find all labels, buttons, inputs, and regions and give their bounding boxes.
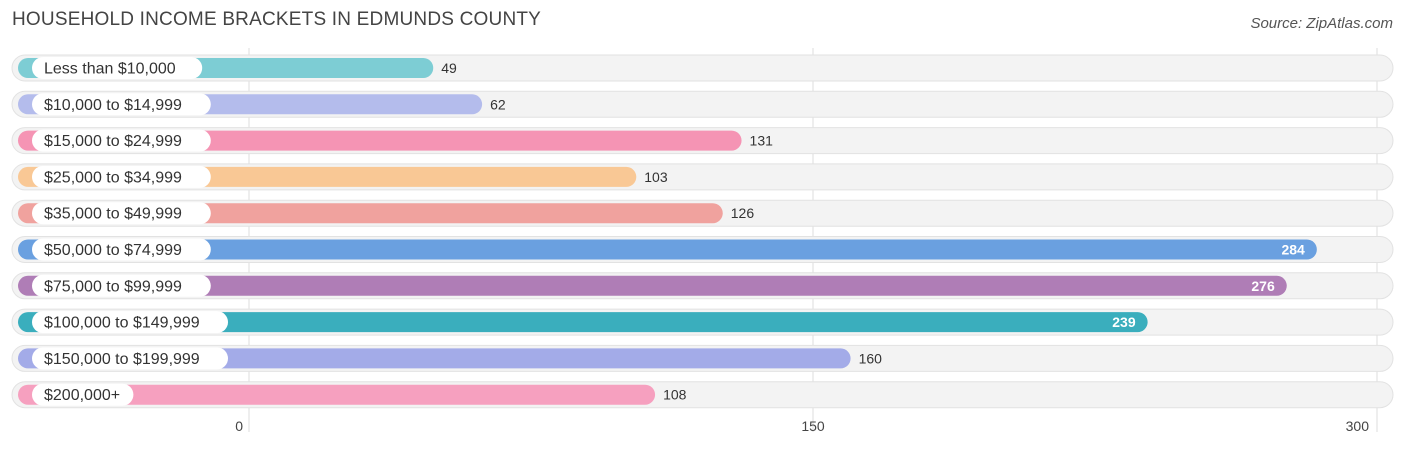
x-tick-label: 0 bbox=[235, 418, 243, 434]
value-label: 62 bbox=[490, 96, 506, 112]
category-label: $10,000 to $14,999 bbox=[44, 97, 182, 114]
x-tick-label: 150 bbox=[801, 418, 825, 434]
chart-source: Source: ZipAtlas.com bbox=[1250, 15, 1393, 32]
x-tick-label: 300 bbox=[1346, 418, 1370, 434]
value-label: 284 bbox=[1281, 242, 1305, 258]
category-label-pill bbox=[32, 93, 211, 116]
category-label-pill bbox=[32, 238, 211, 261]
bar bbox=[18, 239, 1317, 260]
category-label: Less than $10,000 bbox=[44, 61, 176, 78]
category-label: $200,000+ bbox=[44, 387, 120, 404]
value-label: 160 bbox=[859, 350, 883, 366]
category-label-pill bbox=[32, 202, 211, 225]
category-label: $50,000 to $74,999 bbox=[44, 242, 182, 259]
value-label: 276 bbox=[1251, 278, 1275, 294]
bar bbox=[18, 312, 1148, 333]
bar bbox=[18, 384, 656, 405]
value-label: 131 bbox=[750, 133, 774, 149]
value-label: 126 bbox=[731, 205, 755, 221]
category-label-pill bbox=[32, 383, 134, 406]
category-label-pill bbox=[32, 311, 228, 334]
x-axis-ticks: 0 150 300 bbox=[235, 418, 1369, 434]
category-label: $75,000 to $99,999 bbox=[44, 278, 182, 295]
category-label-pill bbox=[32, 274, 211, 297]
category-label-pill bbox=[32, 129, 211, 152]
category-label: $100,000 to $149,999 bbox=[44, 315, 200, 332]
category-label: $25,000 to $34,999 bbox=[44, 169, 182, 186]
value-label: 239 bbox=[1112, 314, 1136, 330]
bars-layer: Less than $10,000 49 $10,000 to $14,999 62 $… bbox=[11, 54, 1394, 409]
chart-title: HOUSEHOLD INCOME BRACKETS IN EDMUNDS COU… bbox=[12, 9, 542, 30]
value-label: 108 bbox=[663, 387, 687, 403]
category-label: $35,000 to $49,999 bbox=[44, 206, 182, 223]
category-label-pill bbox=[32, 57, 203, 79]
category-label: $150,000 to $199,999 bbox=[44, 351, 200, 368]
category-label-pill bbox=[32, 165, 211, 188]
bar bbox=[18, 275, 1287, 296]
value-label: 49 bbox=[441, 60, 457, 76]
category-label-pill bbox=[32, 347, 228, 370]
value-label: 103 bbox=[644, 169, 668, 185]
category-label: $15,000 to $24,999 bbox=[44, 133, 182, 150]
